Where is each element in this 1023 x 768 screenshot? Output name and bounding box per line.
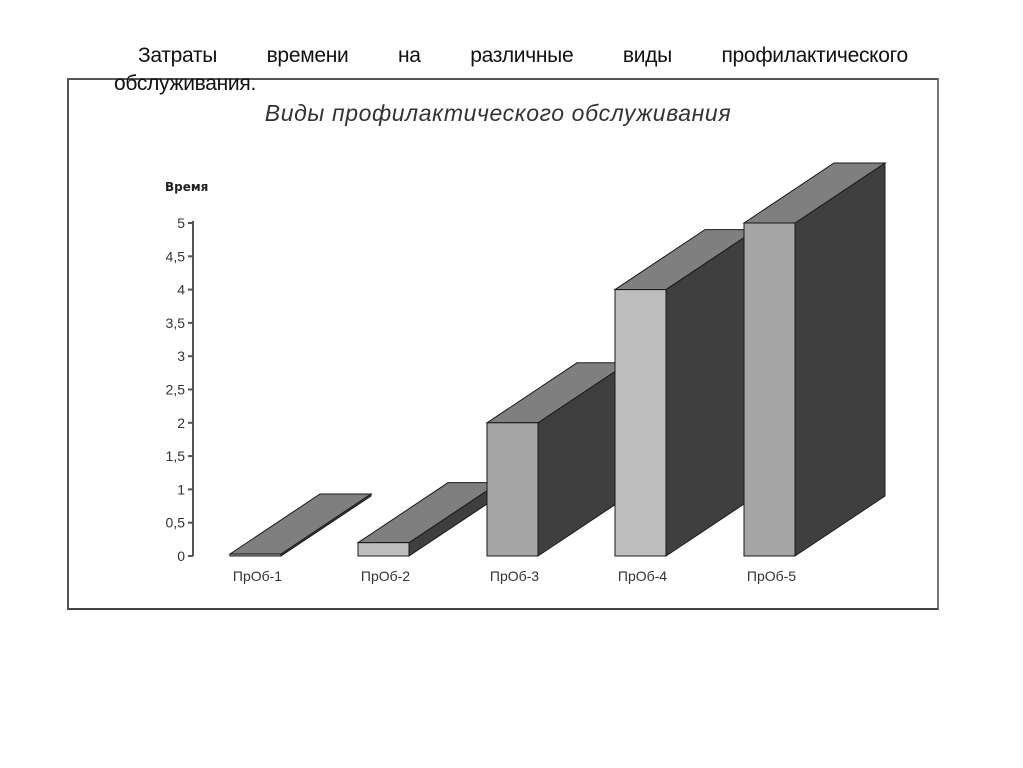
y-tick-label: 1,5 [166,448,186,464]
y-tick-label: 0,5 [166,515,186,531]
y-tick-label: 3,5 [166,315,186,331]
y-tick-label: 2 [177,415,185,431]
bar-5 [742,162,887,557]
y-tick-label: 4 [177,282,185,298]
caption-word: времени [266,44,349,67]
y-tick-label: 2,5 [166,382,186,398]
bar-3 [485,361,630,557]
caption-word: профилактического [721,44,908,67]
bars [228,162,887,557]
y-tick-label: 1 [177,481,185,497]
category-labels: ПрОб-1 ПрОб-2 ПрОб-3 ПрОб-4 ПрОб-5 [233,568,796,584]
bar-2 [356,481,501,557]
chart-title: Виды профилактического обслуживания [265,100,731,126]
caption-word: Затраты [138,44,218,67]
bar-4 [613,228,758,557]
slide-caption-line-2: обслуживания. [114,72,256,95]
y-tick-label: 0 [177,548,185,564]
caption-word: виды [622,44,672,67]
x-category-label: ПрОб-4 [618,568,667,584]
x-category-label: ПрОб-3 [490,568,539,584]
x-category-label: ПрОб-2 [361,568,410,584]
x-category-label: ПрОб-1 [233,568,282,584]
y-tick-label: 3 [177,348,185,364]
y-axis: 0 0,5 1 1,5 2 2,5 3 3,5 4 4,5 5 [166,215,194,564]
caption-word: на [397,44,421,67]
slide-caption-line-1: Затраты времени на различные виды профил… [138,44,908,68]
y-axis-label: Время [165,180,208,194]
x-category-label: ПрОб-5 [747,568,796,584]
caption-word: различные [470,44,574,67]
y-tick-label: 4,5 [166,248,186,264]
bar-1 [228,493,373,557]
y-tick-label: 5 [177,215,185,231]
